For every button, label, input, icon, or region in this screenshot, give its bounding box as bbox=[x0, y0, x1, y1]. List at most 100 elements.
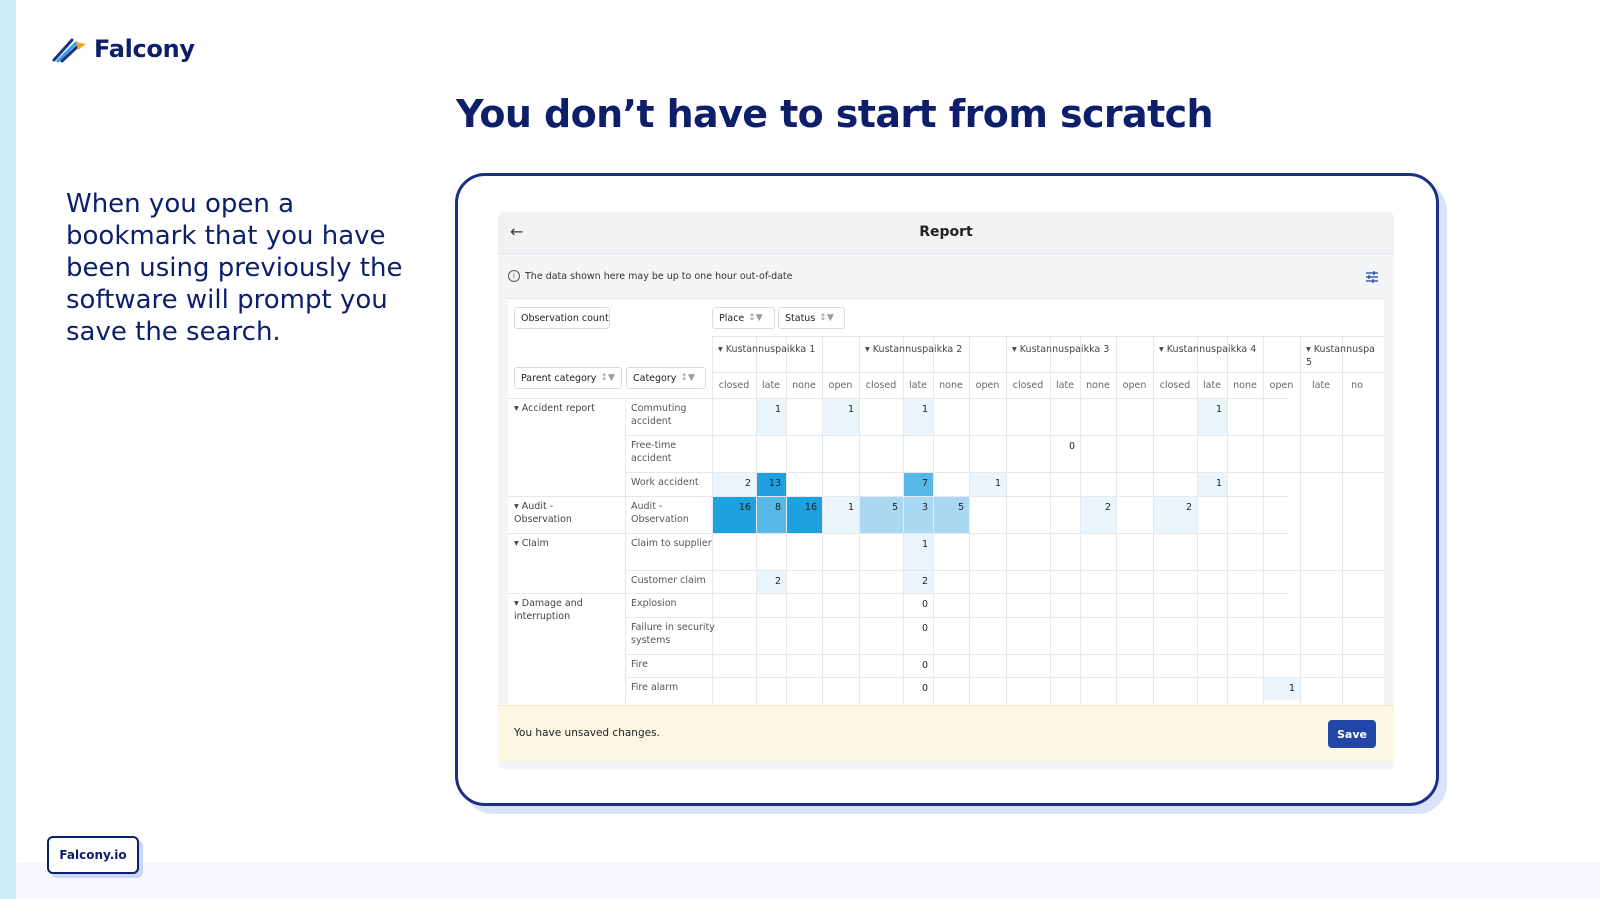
pivot-cell bbox=[1080, 677, 1116, 700]
pivot-cell bbox=[1080, 570, 1116, 593]
status-header: late bbox=[908, 380, 928, 391]
page-title: Report bbox=[919, 224, 973, 240]
pivot-cell bbox=[1153, 617, 1197, 654]
pivot-cell bbox=[933, 435, 969, 472]
pivot-cell bbox=[1197, 533, 1227, 570]
grid-line bbox=[625, 617, 1384, 618]
category-cell: Commuting accident bbox=[631, 403, 687, 427]
pivot-cell: 16 bbox=[786, 496, 822, 533]
save-button[interactable]: Save bbox=[1328, 720, 1376, 748]
pivot-cell bbox=[1080, 617, 1116, 654]
pivot-cell bbox=[859, 654, 903, 677]
measure-chip[interactable]: Observation count bbox=[514, 307, 610, 329]
pivot-cell bbox=[933, 398, 969, 435]
grid-line bbox=[625, 398, 626, 714]
pivot-cell bbox=[1153, 472, 1197, 496]
pivot-cell bbox=[1080, 472, 1116, 496]
pivot-cell bbox=[969, 593, 1006, 617]
parent-category-cell: ▾ Damage and interruption bbox=[514, 598, 583, 622]
category-chip-label: Category bbox=[633, 372, 677, 384]
pivot-cell bbox=[712, 617, 756, 654]
category-cell: Fire alarm bbox=[631, 682, 679, 693]
pivot-cell bbox=[1300, 654, 1342, 677]
pivot-cell: 0 bbox=[1068, 441, 1075, 452]
settings-sliders-icon[interactable] bbox=[1364, 270, 1380, 284]
pivot-cell bbox=[1197, 496, 1227, 533]
pivot-cell bbox=[1342, 677, 1372, 700]
back-arrow-icon[interactable]: ← bbox=[510, 222, 524, 241]
pivot-cell bbox=[1080, 533, 1116, 570]
pivot-cell bbox=[1116, 617, 1153, 654]
sort-filter-icon[interactable]: ↕▼ bbox=[680, 373, 695, 383]
category-cell: Fire bbox=[631, 659, 648, 670]
pivot-cell bbox=[1116, 654, 1153, 677]
pivot-cell bbox=[933, 677, 969, 700]
pivot-cell bbox=[1050, 654, 1080, 677]
grid-line bbox=[969, 337, 970, 714]
pivot-cell bbox=[1006, 617, 1050, 654]
category-cell: Failure in security systems bbox=[631, 622, 715, 646]
pivot-cell bbox=[1197, 593, 1227, 617]
pivot-cell bbox=[1300, 496, 1342, 533]
grid-line bbox=[625, 677, 1384, 678]
pivot-cell: 0 bbox=[921, 683, 928, 694]
grid-line bbox=[508, 593, 1288, 594]
pivot-cell: 0 bbox=[921, 660, 928, 671]
grid-line bbox=[756, 337, 757, 714]
pivot-cell bbox=[1050, 398, 1080, 435]
pivot-cell bbox=[1342, 617, 1372, 654]
pivot-cell bbox=[1153, 533, 1197, 570]
pivot-cell bbox=[712, 654, 756, 677]
pivot-cell: 1 bbox=[1263, 677, 1300, 700]
pivot-cell bbox=[786, 617, 822, 654]
unsaved-changes-message: You have unsaved changes. bbox=[514, 727, 660, 739]
sort-filter-icon[interactable]: ↕▼ bbox=[819, 313, 834, 323]
pivot-cell bbox=[1342, 398, 1372, 435]
pivot-cell bbox=[1263, 398, 1300, 435]
sort-filter-icon[interactable]: ↕▼ bbox=[600, 373, 615, 383]
status-header: open bbox=[828, 380, 853, 391]
pivot-cell: 3 bbox=[903, 496, 933, 533]
pivot-cell bbox=[1227, 398, 1263, 435]
pivot-cell bbox=[1153, 435, 1197, 472]
pivot-cell bbox=[1263, 593, 1300, 617]
pivot-cell: 1 bbox=[1197, 398, 1227, 435]
site-link[interactable]: Falcony.io bbox=[47, 836, 139, 874]
status-header: late bbox=[1055, 380, 1075, 391]
pivot-cell: 1 bbox=[1197, 472, 1227, 496]
pivot-cell: 1 bbox=[822, 496, 859, 533]
pivot-cell bbox=[1300, 593, 1342, 617]
status-chip[interactable]: Status ↕▼ bbox=[778, 307, 845, 329]
pivot-cell bbox=[969, 654, 1006, 677]
pivot-cell bbox=[756, 533, 786, 570]
pivot-cell bbox=[1227, 654, 1263, 677]
status-header: closed bbox=[1012, 380, 1044, 391]
brand-name: Falcony bbox=[94, 35, 195, 63]
pivot-cell bbox=[859, 677, 903, 700]
pivot-cell bbox=[1263, 435, 1300, 472]
pivot-cell bbox=[1300, 435, 1342, 472]
pivot-cell bbox=[712, 677, 756, 700]
parent-category-chip[interactable]: Parent category ↕▼ bbox=[514, 367, 622, 389]
status-header: late bbox=[1202, 380, 1222, 391]
sort-filter-icon[interactable]: ↕▼ bbox=[748, 313, 763, 323]
pivot-cell bbox=[1153, 398, 1197, 435]
pivot-cell bbox=[1116, 496, 1153, 533]
status-header: late bbox=[1311, 380, 1331, 391]
pivot-cell bbox=[1116, 677, 1153, 700]
pivot-cell bbox=[1342, 496, 1372, 533]
pivot-cell bbox=[969, 677, 1006, 700]
pivot-cell: 1 bbox=[903, 398, 933, 435]
pivot-cell bbox=[1342, 654, 1372, 677]
pivot-cell bbox=[1197, 677, 1227, 700]
pivot-cell bbox=[1227, 570, 1263, 593]
pivot-cell bbox=[786, 533, 822, 570]
pivot-cell bbox=[756, 617, 786, 654]
pivot-cell bbox=[1153, 677, 1197, 700]
pivot-cell: 8 bbox=[756, 496, 786, 533]
category-chip[interactable]: Category ↕▼ bbox=[626, 367, 706, 389]
pivot-cell bbox=[1050, 677, 1080, 700]
pivot-cell bbox=[933, 593, 969, 617]
pivot-cell bbox=[859, 435, 903, 472]
place-chip[interactable]: Place ↕▼ bbox=[712, 307, 775, 329]
